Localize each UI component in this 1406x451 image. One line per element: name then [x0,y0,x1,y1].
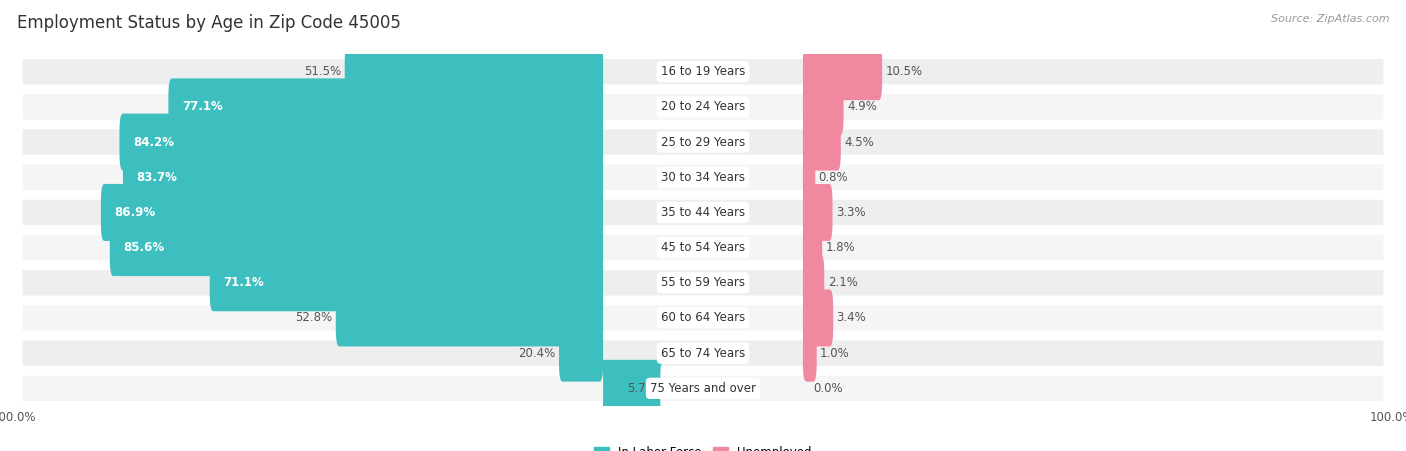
FancyBboxPatch shape [803,254,824,311]
FancyBboxPatch shape [803,325,817,382]
FancyBboxPatch shape [21,92,1385,121]
Text: 3.4%: 3.4% [837,312,866,324]
Text: 30 to 34 Years: 30 to 34 Years [661,171,745,184]
FancyBboxPatch shape [122,149,603,206]
FancyBboxPatch shape [120,114,603,170]
Text: 1.8%: 1.8% [825,241,855,254]
FancyBboxPatch shape [344,43,603,100]
Text: 51.5%: 51.5% [304,65,342,78]
Text: 5.7%: 5.7% [627,382,657,395]
Text: 45 to 54 Years: 45 to 54 Years [661,241,745,254]
FancyBboxPatch shape [21,374,1385,403]
Text: 2.1%: 2.1% [828,276,858,289]
FancyBboxPatch shape [803,219,823,276]
FancyBboxPatch shape [21,339,1385,368]
FancyBboxPatch shape [21,268,1385,297]
Text: 84.2%: 84.2% [134,136,174,148]
Text: 10.5%: 10.5% [886,65,922,78]
Text: 65 to 74 Years: 65 to 74 Years [661,347,745,359]
FancyBboxPatch shape [21,128,1385,156]
FancyBboxPatch shape [21,198,1385,227]
Text: 60 to 64 Years: 60 to 64 Years [661,312,745,324]
Legend: In Labor Force, Unemployed: In Labor Force, Unemployed [589,441,817,451]
Text: 52.8%: 52.8% [295,312,332,324]
FancyBboxPatch shape [336,290,603,346]
FancyBboxPatch shape [803,290,834,346]
Text: 55 to 59 Years: 55 to 59 Years [661,276,745,289]
Text: 0.8%: 0.8% [818,171,848,184]
FancyBboxPatch shape [803,149,815,206]
Text: 75 Years and over: 75 Years and over [650,382,756,395]
Text: 20 to 24 Years: 20 to 24 Years [661,101,745,113]
Text: 86.9%: 86.9% [115,206,156,219]
Text: 4.9%: 4.9% [846,101,877,113]
Text: 16 to 19 Years: 16 to 19 Years [661,65,745,78]
Text: 3.3%: 3.3% [837,206,866,219]
Text: 4.5%: 4.5% [844,136,875,148]
Text: 1.0%: 1.0% [820,347,849,359]
Text: 83.7%: 83.7% [136,171,177,184]
FancyBboxPatch shape [560,325,603,382]
Text: 85.6%: 85.6% [124,241,165,254]
Text: 20.4%: 20.4% [519,347,555,359]
Text: 0.0%: 0.0% [813,382,842,395]
FancyBboxPatch shape [21,233,1385,262]
Text: Employment Status by Age in Zip Code 45005: Employment Status by Age in Zip Code 450… [17,14,401,32]
Text: Source: ZipAtlas.com: Source: ZipAtlas.com [1271,14,1389,23]
FancyBboxPatch shape [803,184,832,241]
FancyBboxPatch shape [803,114,841,170]
FancyBboxPatch shape [803,78,844,135]
FancyBboxPatch shape [169,78,603,135]
FancyBboxPatch shape [21,57,1385,86]
FancyBboxPatch shape [209,254,603,311]
FancyBboxPatch shape [803,43,882,100]
Text: 77.1%: 77.1% [183,101,224,113]
Text: 35 to 44 Years: 35 to 44 Years [661,206,745,219]
FancyBboxPatch shape [101,184,603,241]
FancyBboxPatch shape [21,163,1385,192]
FancyBboxPatch shape [110,219,603,276]
FancyBboxPatch shape [599,360,664,417]
Text: 71.1%: 71.1% [224,276,264,289]
Text: 25 to 29 Years: 25 to 29 Years [661,136,745,148]
FancyBboxPatch shape [21,304,1385,332]
